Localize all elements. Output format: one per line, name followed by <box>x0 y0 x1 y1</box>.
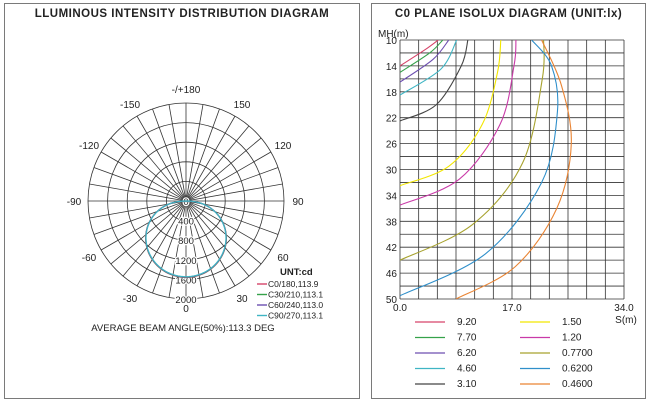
isolux-y-tick: 34 <box>386 191 398 202</box>
polar-legend-title: UNT:cd <box>280 267 313 278</box>
isolux-series-curve <box>400 40 517 206</box>
polar-footer: AVERAGE BEAM ANGLE(50%):113.3 DEG <box>91 323 274 334</box>
polar-radial-tick: 400 <box>178 217 194 228</box>
isolux-series-curve <box>400 40 450 83</box>
isolux-chart-title: C0 PLANE ISOLUX DIAGRAM (UNIT:lx) <box>394 8 623 20</box>
isolux-y-axis-label: MH(m) <box>378 29 409 40</box>
isolux-legend-label: 7.70 <box>457 333 477 344</box>
polar-angle-label: 150 <box>234 100 251 111</box>
isolux-series-curve <box>400 40 545 261</box>
isolux-legend-label: 1.20 <box>562 333 582 344</box>
isolux-series-curve <box>400 40 439 67</box>
isolux-legend-label: 1.50 <box>562 317 582 328</box>
isolux-y-tick: 38 <box>386 217 398 228</box>
isolux-x-tick: 0.0 <box>393 303 407 314</box>
polar-series-curve <box>145 200 227 278</box>
isolux-y-tick: 18 <box>386 88 398 99</box>
polar-radial-tick: 2000 <box>175 295 196 306</box>
polar-angle-label: 30 <box>236 294 248 305</box>
isolux-legend-label: 6.20 <box>457 348 477 359</box>
isolux-series-curve <box>455 40 572 299</box>
polar-angle-label: 60 <box>277 253 289 264</box>
polar-angle-label: -60 <box>82 253 97 264</box>
isolux-x-axis-label: S(m) <box>615 315 637 326</box>
intensity-distribution-panel: LLUMINOUS INTENSITY DISTRIBUTION DIAGRAM… <box>4 3 360 399</box>
isolux-series-curve <box>400 40 502 187</box>
isolux-y-tick: 22 <box>386 114 398 125</box>
isolux-legend-label: 0.6200 <box>562 364 593 375</box>
isolux-series-curve <box>400 40 559 297</box>
polar-angle-label: -90 <box>67 197 82 208</box>
isolux-y-tick: 14 <box>386 62 398 73</box>
isolux-x-tick: 17.0 <box>502 303 522 314</box>
polar-angle-label: 0 <box>183 304 189 315</box>
polar-angle-label: 90 <box>292 197 304 208</box>
polar-angle-label: -/+180 <box>172 85 201 96</box>
isolux-y-tick: 30 <box>386 166 398 177</box>
isolux-legend-label: 4.60 <box>457 364 477 375</box>
polar-chart: -/+180 150 120 90 60 30 0 -30 -60 -90 -120 -150 0 400… <box>67 85 324 334</box>
isolux-legend-label: 9.20 <box>457 317 477 328</box>
isolux-y-tick: 42 <box>386 243 398 254</box>
isolux-y-tick: 10 <box>386 36 398 47</box>
isolux-legend-label: 0.4600 <box>562 379 593 390</box>
isolux-y-tick: 46 <box>386 269 398 280</box>
isolux-series-curve <box>400 40 458 96</box>
isolux-series-curve <box>400 40 444 73</box>
polar-angle-label: -120 <box>79 141 99 152</box>
isolux-panel: C0 PLANE ISOLUX DIAGRAM (UNIT:lx) 10 14 18… <box>371 3 646 399</box>
polar-radial-tick: 0 <box>183 197 188 208</box>
polar-radial-tick: 800 <box>178 236 194 247</box>
polar-angle-label: 120 <box>275 141 292 152</box>
polar-legend-label: C60/240,113.0 <box>268 300 323 310</box>
isolux-series-curve <box>400 40 469 122</box>
isolux-chart: 10 14 18 22 26 30 34 38 42 46 50 MH(m) 0.0 17.0 34.0S(… <box>378 29 637 390</box>
isolux-legend-label: 3.10 <box>457 379 477 390</box>
polar-legend-label: C90/270,113.1 <box>268 311 323 321</box>
polar-angle-label: -30 <box>123 294 138 305</box>
isolux-legend-label: 0.7700 <box>562 348 593 359</box>
polar-legend-label: C0/180,113.9 <box>268 279 319 289</box>
isolux-x-tick: 34.0 <box>614 303 634 314</box>
polar-chart-title: LLUMINOUS INTENSITY DISTRIBUTION DIAGRAM <box>34 8 330 20</box>
polar-angle-label: -150 <box>120 100 140 111</box>
polar-legend-label: C30/210,113.1 <box>268 290 323 300</box>
isolux-y-tick: 26 <box>386 140 398 151</box>
polar-radial-tick: 1200 <box>175 256 196 267</box>
isolux-y-tick: 50 <box>386 295 398 306</box>
